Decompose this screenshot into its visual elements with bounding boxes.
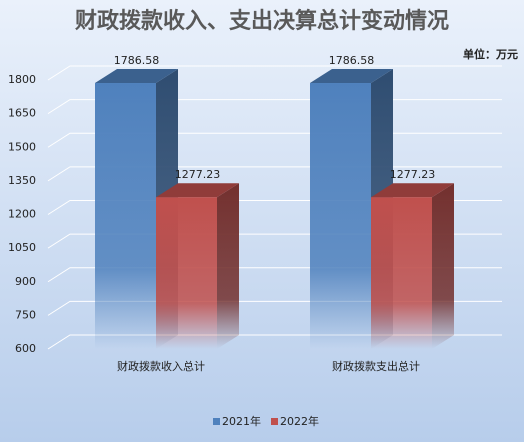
bar-top: [156, 183, 239, 198]
value-label: 1277.23: [175, 168, 221, 181]
x-tick-label: 财政拨款收入总计: [117, 359, 205, 373]
legend-swatch: [271, 418, 278, 425]
y-tick-label: 1200: [8, 208, 36, 221]
y-tick-label: 1350: [8, 174, 36, 187]
value-label: 1786.58: [114, 54, 160, 67]
bar-side: [432, 183, 454, 349]
y-tick-label: 750: [15, 308, 36, 321]
y-tick-label: 1650: [8, 107, 36, 120]
legend-swatch: [213, 418, 220, 425]
y-tick-label: 900: [15, 275, 36, 288]
value-label: 1277.23: [390, 168, 436, 181]
bar: [156, 197, 217, 349]
y-tick-label: 1050: [8, 241, 36, 254]
grid-line: [47, 65, 502, 81]
bar: [95, 83, 156, 350]
unit-label: 单位：万元: [463, 47, 518, 61]
chart-title: 财政拨款收入、支出决算总计变动情况: [75, 8, 449, 34]
value-label: 1786.58: [329, 54, 375, 67]
x-tick-label: 财政拨款支出总计: [332, 359, 420, 373]
y-tick-label: 600: [15, 342, 36, 355]
bar-top: [95, 69, 178, 84]
y-tick-label: 1800: [8, 73, 36, 86]
bar-top: [310, 69, 393, 84]
y-tick-label: 1500: [8, 140, 36, 153]
bar-side: [217, 183, 239, 349]
bar: [371, 197, 432, 349]
legend-label: 2021年: [222, 414, 261, 428]
legend-label: 2022年: [280, 414, 319, 428]
bar-top: [371, 183, 454, 198]
bar: [310, 83, 371, 350]
